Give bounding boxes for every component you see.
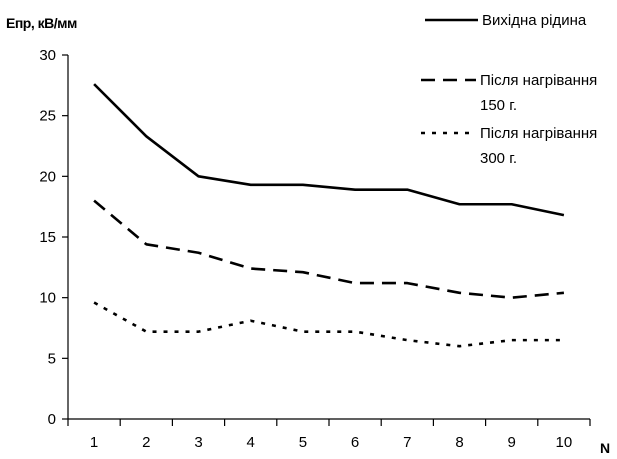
legend: Вихідна рідина Після нагрівання 150 г. Післ… (421, 12, 597, 167)
x-tick-label: 10 (556, 434, 573, 451)
legend-label-3: Після нагрівання (480, 125, 597, 142)
series-line-1 (93, 83, 565, 217)
series-lines (93, 83, 565, 348)
ticks: 0 5 10 15 20 25 30 1 2 3 4 5 6 7 8 9 10 (39, 47, 591, 451)
legend-label-3: 300 г. (480, 150, 517, 167)
series-line-2 (93, 199, 565, 299)
y-tick-label: 10 (39, 290, 56, 307)
x-tick-label: 3 (194, 434, 202, 451)
x-tick-label: 8 (455, 434, 463, 451)
series-line-3 (93, 301, 564, 348)
x-axis-label: N (600, 440, 610, 456)
x-tick-label: 7 (403, 434, 411, 451)
x-tick-label: 2 (142, 434, 150, 451)
x-tick-label: 4 (247, 434, 255, 451)
y-tick-label: 20 (39, 168, 56, 185)
x-tick-label: 6 (351, 434, 359, 451)
y-tick-label: 30 (39, 47, 56, 64)
y-axis-label: Епр, кВ/мм (6, 15, 77, 31)
x-tick-label: 9 (508, 434, 516, 451)
x-tick-label: 5 (299, 434, 307, 451)
y-tick-label: 15 (39, 229, 56, 246)
y-tick-label: 0 (48, 411, 56, 428)
legend-label-2: 150 г. (480, 97, 517, 114)
legend-label-1: Вихідна рідина (482, 12, 587, 29)
legend-label-2: Після нагрівання (480, 72, 597, 89)
y-tick-label: 25 (39, 108, 56, 125)
y-tick-label: 5 (48, 350, 56, 367)
x-tick-label: 1 (90, 434, 98, 451)
